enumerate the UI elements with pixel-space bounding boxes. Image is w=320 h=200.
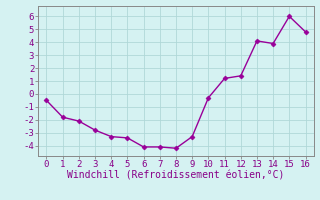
X-axis label: Windchill (Refroidissement éolien,°C): Windchill (Refroidissement éolien,°C) (67, 171, 285, 181)
